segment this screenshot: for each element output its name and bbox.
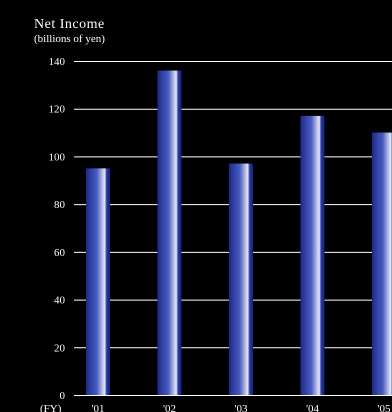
y-tick-label: 100 <box>49 151 66 163</box>
y-tick-label: 20 <box>54 342 66 354</box>
chart-title: Net Income <box>34 17 105 32</box>
x-tick-label: '04 <box>306 403 319 412</box>
y-tick-label: 140 <box>49 56 66 68</box>
y-tick-label: 40 <box>54 295 66 307</box>
bar-3 <box>229 163 253 395</box>
x-tick-label: '02 <box>163 403 176 412</box>
bar-2 <box>157 70 182 396</box>
x-axis-label: (FY) <box>40 403 62 412</box>
bar-5 <box>372 132 392 396</box>
y-tick-label: 120 <box>49 104 66 116</box>
x-tick-label: '05 <box>378 403 391 412</box>
bar-4 <box>300 115 325 395</box>
y-tick-label: 0 <box>60 390 66 402</box>
x-axis-ticks: '01 '02 '03 '04 '05 <box>92 403 391 412</box>
bars <box>86 70 392 396</box>
y-tick-label: 60 <box>54 247 66 259</box>
x-tick-label: '01 <box>92 403 105 412</box>
x-tick-label: '03 <box>235 403 248 412</box>
chart-subtitle: (billions of yen) <box>34 33 105 45</box>
y-axis-ticks: 0 20 40 60 80 100 120 140 <box>49 56 66 402</box>
y-tick-label: 80 <box>54 199 66 211</box>
bar-1 <box>86 168 110 395</box>
